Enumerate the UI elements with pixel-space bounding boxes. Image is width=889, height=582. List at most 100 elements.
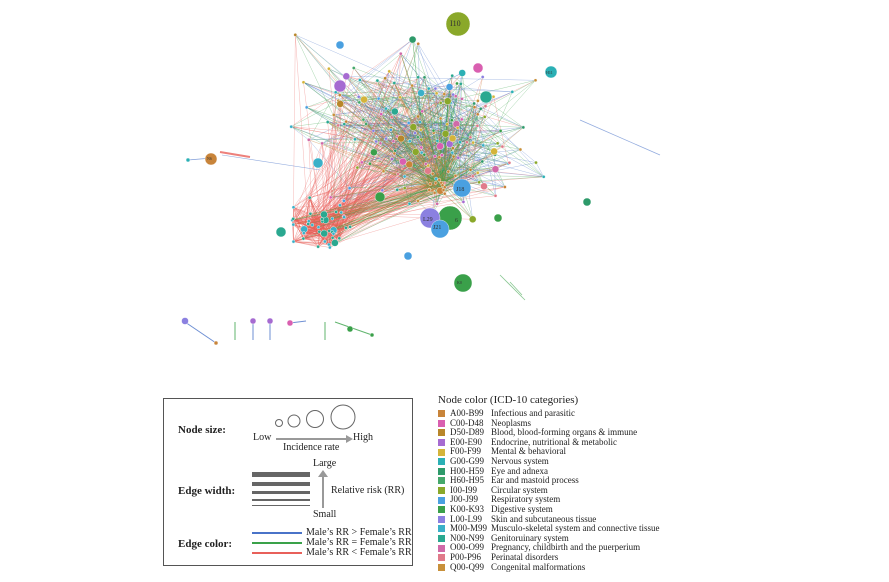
network-node — [389, 115, 394, 119]
network-edge — [442, 145, 484, 184]
network-edge — [343, 156, 454, 202]
network-edge — [295, 34, 395, 154]
network-edge — [432, 173, 438, 204]
network-node — [453, 173, 458, 178]
network-edge — [339, 80, 378, 239]
network-edge — [435, 162, 537, 184]
network-edge — [428, 96, 494, 166]
network-node — [472, 105, 477, 109]
network-node — [291, 239, 296, 244]
network-edge — [477, 114, 537, 163]
category-code: J00-J99 — [450, 494, 479, 505]
categories-title: Node color (ICD-10 categories) — [438, 394, 579, 406]
network-node — [342, 122, 347, 126]
category-name: Congenital malformations — [491, 561, 586, 572]
network-edge — [380, 43, 419, 144]
network-edge — [373, 88, 436, 132]
network-edge — [373, 152, 410, 204]
category-name: Circular system — [491, 484, 548, 495]
network-edge — [303, 232, 333, 239]
network-node — [388, 128, 393, 132]
category-item: L00-L99 Skin and subcutaneous tissue — [438, 514, 659, 525]
network-edge — [409, 189, 430, 204]
network-edge — [442, 123, 459, 184]
network-edge — [321, 185, 444, 235]
network-edge — [391, 116, 460, 188]
network-node — [483, 104, 488, 108]
network-edge — [442, 151, 495, 184]
network-edge — [346, 121, 422, 140]
category-swatch — [438, 535, 445, 543]
network-edge — [474, 107, 478, 126]
category-swatch — [438, 458, 445, 466]
network-edge — [365, 77, 425, 125]
network-edge — [292, 85, 413, 221]
network-edge — [358, 96, 405, 177]
network-edge — [346, 76, 404, 162]
network-edge — [427, 96, 457, 166]
network-node — [301, 80, 306, 85]
network-edge — [343, 173, 433, 217]
network-edge — [350, 192, 445, 228]
network-edge — [373, 152, 430, 190]
network-edge — [340, 103, 381, 144]
network-edge — [455, 96, 473, 220]
category-code: P00-P96 — [450, 551, 482, 562]
network-node — [395, 187, 400, 192]
network-edge — [373, 130, 459, 159]
network-node — [419, 127, 423, 132]
network-edge — [359, 102, 438, 142]
edge-color-text-equal: Male’s RR = Female’s RR — [306, 537, 412, 548]
network-node — [310, 223, 315, 227]
network-edge — [333, 114, 480, 183]
network-node — [476, 99, 480, 103]
network-node — [491, 94, 496, 99]
network-edge — [343, 137, 471, 202]
network-edge — [421, 92, 456, 97]
network-edge — [359, 79, 437, 179]
network-edge — [334, 189, 430, 244]
category-code: H60-H95 — [450, 475, 484, 486]
network-edge — [292, 190, 441, 221]
network-edge — [447, 101, 474, 143]
network-edge — [429, 130, 434, 191]
network-edge — [369, 163, 436, 184]
network-edge — [432, 161, 483, 174]
network-node — [482, 115, 487, 119]
network-edge — [321, 143, 337, 213]
network-node — [431, 128, 436, 133]
network-node — [307, 195, 312, 200]
category-swatch — [438, 563, 445, 571]
network-edge — [441, 137, 471, 183]
network-edge — [421, 111, 440, 181]
network-node — [337, 236, 342, 241]
network-edge — [336, 195, 496, 213]
network-node — [360, 95, 368, 104]
network-edge — [349, 182, 443, 189]
network-edge — [328, 189, 398, 245]
network-edge — [431, 98, 463, 215]
network-edge — [397, 173, 544, 178]
network-edge — [395, 102, 441, 151]
network-edge — [339, 205, 345, 217]
network-node — [458, 82, 463, 86]
network-node — [249, 317, 257, 325]
network-edge — [439, 179, 505, 188]
network-edge — [358, 96, 440, 158]
network-node — [471, 140, 475, 145]
network-edge — [417, 116, 433, 174]
network-edge — [292, 218, 304, 239]
network-node — [301, 236, 306, 241]
network-edge — [335, 92, 454, 149]
network-edge — [417, 182, 442, 201]
category-code: D50-D89 — [450, 427, 484, 438]
network-edge — [349, 164, 410, 189]
network-edge — [338, 100, 416, 134]
network-node — [426, 86, 431, 91]
category-name: Musculo-skeletal system and connective t… — [491, 523, 660, 534]
network-edge — [473, 103, 496, 196]
network-node — [415, 135, 420, 139]
network-node — [361, 117, 366, 122]
network-node — [435, 201, 439, 206]
network-edge — [343, 142, 474, 218]
